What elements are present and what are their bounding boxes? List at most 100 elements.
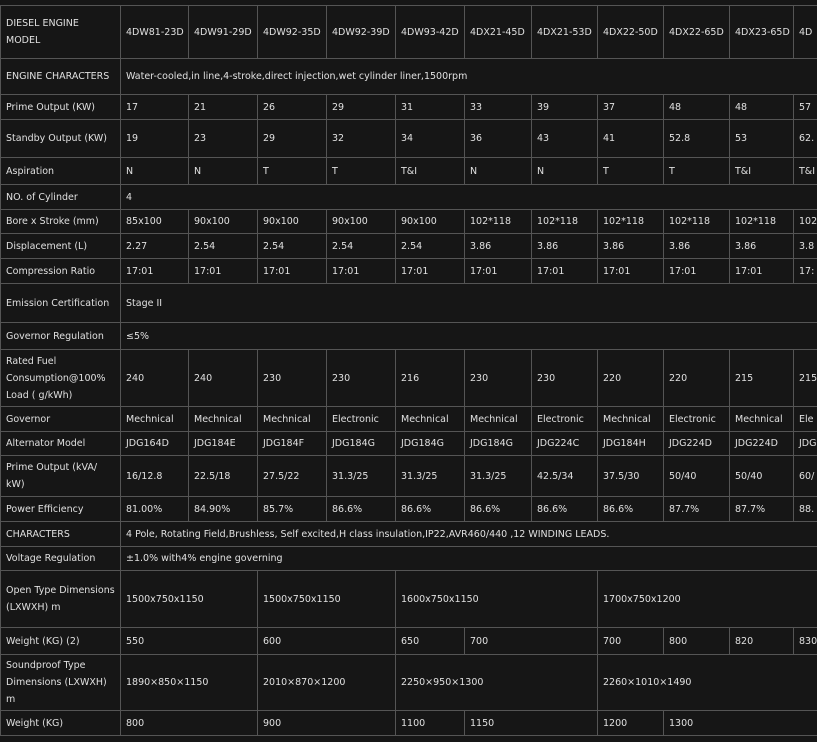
cell: 17:01 [395,258,465,284]
cell: 90x100 [188,209,258,234]
cell: 4DX21-53D [531,5,598,59]
row-label: Power Efficiency [0,496,121,522]
cell: 830 [793,627,817,655]
cell: 1500x750x1150 [257,570,396,628]
cell: 102*118 [729,209,794,234]
cell: 220 [597,349,664,407]
table-row: Open Type Dimensions (LXWXH) m 1500x750x1… [0,570,817,628]
cell: 48 [729,94,794,120]
cell: 600 [257,627,396,655]
table-row: Voltage Regulation ±1.0% with4% engine go… [0,546,817,571]
cell: Mechnical [464,406,532,432]
cell: T [597,157,664,185]
cell: 86.6% [464,496,532,522]
row-label: NO. of Cylinder [0,184,121,210]
cell: 4 Pole, Rotating Field,Brushless, Self e… [120,521,817,547]
cell: 81.00% [120,496,189,522]
cell: 1200 [597,710,664,736]
row-label: Prime Output (kVA/ kW) [0,455,121,497]
table-row: Compression Ratio 17:01 17:01 17:01 17:01 17:… [0,258,817,284]
row-label: DIESEL ENGINE MODEL [0,5,121,59]
table-row: Bore x Stroke (mm) 85x100 90x100 90x100 90x1… [0,209,817,234]
row-label: Voltage Regulation [0,546,121,571]
cell: 39 [531,94,598,120]
cell: T [326,157,396,185]
cell: 800 [663,627,730,655]
cell: JDG184G [395,431,465,456]
cell: 2.54 [188,233,258,259]
cell: 86.6% [326,496,396,522]
cell: 3.86 [729,233,794,259]
cell: 23 [188,119,258,158]
row-label: Rated Fuel Consumption@100% Load ( g/kWh… [0,349,121,407]
table-row: Prime Output (kVA/ kW) 16/12.8 22.5/18 27.5… [0,455,817,497]
cell: 4D [793,5,817,59]
table-row: Governor Mechnical Mechnical Mechnical Elect… [0,406,817,432]
cell: 53 [729,119,794,158]
cell: JDG184G [464,431,532,456]
cell: 102*118 [663,209,730,234]
row-label: Weight (KG) [0,710,121,736]
cell: JDG184G [326,431,396,456]
cell: 90x100 [395,209,465,234]
cell: 102*118 [464,209,532,234]
cell: 37.5/30 [597,455,664,497]
cell: JDG184E [188,431,258,456]
cell: 700 [597,627,664,655]
cell: Electronic [326,406,396,432]
cell: 102*118 [531,209,598,234]
cell: 4DW92-35D [257,5,327,59]
cell: T&I [793,157,817,185]
cell: 31.3/25 [395,455,465,497]
cell: T&I [729,157,794,185]
cell: 1100 [395,710,465,736]
cell: 240 [188,349,258,407]
cell: 60/ [793,455,817,497]
cell: 52.8 [663,119,730,158]
row-label: CHARACTERS [0,521,121,547]
cell: 86.6% [395,496,465,522]
cell: 220 [663,349,730,407]
cell: 240 [120,349,189,407]
cell: 3.86 [663,233,730,259]
cell: 820 [729,627,794,655]
cell: JDG184F [257,431,327,456]
cell: 31.3/25 [464,455,532,497]
cell: 1700x750x1200 [597,570,817,628]
cell: N [188,157,258,185]
table-row: Rated Fuel Consumption@100% Load ( g/kWh… [0,349,817,407]
cell: 230 [257,349,327,407]
cell: 4DW92-39D [326,5,396,59]
row-label: Prime Output (KW) [0,94,121,120]
row-label: Aspiration [0,157,121,185]
cell: Mechnical [257,406,327,432]
cell: 42.5/34 [531,455,598,497]
cell: Mechnical [729,406,794,432]
row-label: ENGINE CHARACTERS [0,58,121,95]
row-label: Governor [0,406,121,432]
cell: Mechnical [188,406,258,432]
cell: T [663,157,730,185]
row-label: Compression Ratio [0,258,121,284]
row-label: Displacement (L) [0,233,121,259]
cell: JDG224C [531,431,598,456]
cell: 215 [729,349,794,407]
cell: 90x100 [326,209,396,234]
cell: 2010×870×1200 [257,654,396,711]
cell: 102 [793,209,817,234]
cell: 17:01 [326,258,396,284]
cell: 1600x750x1150 [395,570,598,628]
cell: JDG184H [597,431,664,456]
cell: Mechnical [597,406,664,432]
cell: 37 [597,94,664,120]
cell: 17 [120,94,189,120]
cell: 1890×850×1150 [120,654,258,711]
cell: 1300 [663,710,817,736]
cell: 2260×1010×1490 [597,654,817,711]
cell: 900 [257,710,396,736]
table-row: Displacement (L) 2.27 2.54 2.54 2.54 2.54 3.86… [0,233,817,259]
cell: ≤5% [120,322,817,350]
cell: Electronic [531,406,598,432]
cell: 62. [793,119,817,158]
